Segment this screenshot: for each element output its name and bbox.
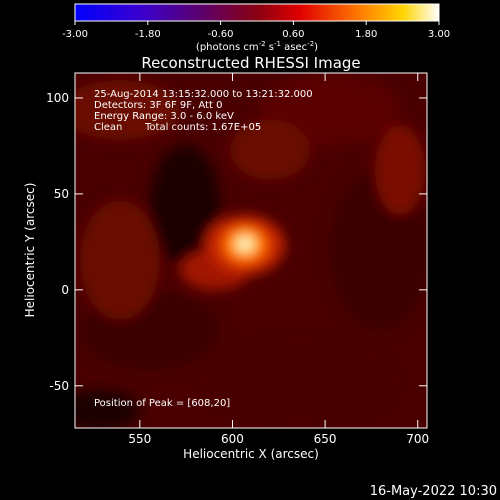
colorbar-tick-label: -0.60 [208, 29, 234, 40]
colorbar-units-label: (photons cm-2 s-1 asec-2) [196, 40, 318, 53]
annotation-peak: Position of Peak = [608,20] [94, 398, 230, 409]
colorbar-tick-label: 1.80 [355, 29, 377, 40]
colorbar-ticks: -3.00 -1.80 -0.60 0.60 1.80 3.00 [62, 21, 450, 40]
chart-title: Reconstructed RHESSI Image [141, 54, 360, 72]
x-axis-label: Heliocentric X (arcsec) [183, 447, 319, 461]
y-axis-label: Heliocentric Y (arcsec) [23, 183, 37, 318]
x-tick-label: 700 [406, 432, 429, 446]
y-tick-label: 0 [61, 283, 69, 297]
annotation-clean: Clean [94, 122, 122, 133]
x-axis-ticks: 550 600 650 700 [128, 73, 429, 446]
colorbar-tick-label: 0.60 [282, 29, 304, 40]
footer-date: 16-May-2022 10:30 [370, 484, 497, 499]
y-axis-ticks: -50 0 50 100 [46, 91, 427, 393]
y-tick-label: 50 [54, 187, 69, 201]
colorbar-tick-label: 3.00 [428, 29, 450, 40]
annotation-counts: Total counts: 1.67E+05 [144, 122, 261, 133]
x-tick-label: 650 [314, 432, 337, 446]
annotation-time-range: 25-Aug-2014 13:15:32.000 to 13:21:32.000 [94, 89, 313, 100]
plot-frame [74, 72, 428, 429]
colorbar-tick-label: -1.80 [135, 29, 161, 40]
heatmap-image [75, 73, 427, 428]
x-tick-label: 550 [128, 432, 151, 446]
colorbar-tick-label: -3.00 [62, 29, 88, 40]
x-tick-label: 600 [221, 432, 244, 446]
annotation-energy: Energy Range: 3.0 - 6.0 keV [94, 111, 234, 122]
colorbar [74, 3, 440, 22]
y-tick-label: 100 [46, 91, 69, 105]
y-tick-label: -50 [49, 379, 69, 393]
annotation-detectors: Detectors: 3F 6F 9F, Att 0 [94, 100, 222, 111]
